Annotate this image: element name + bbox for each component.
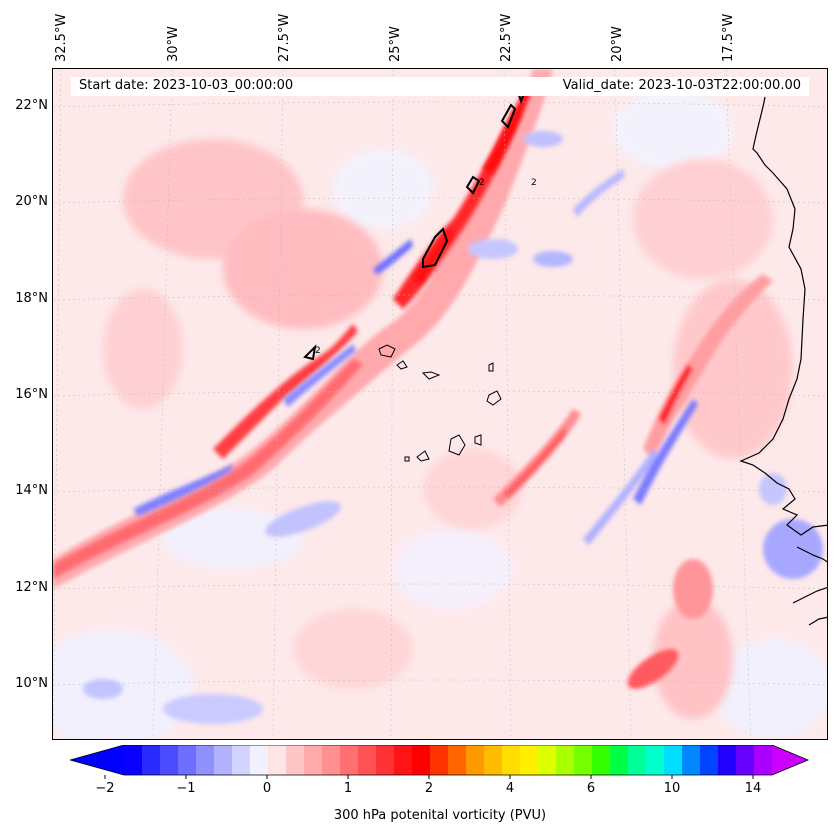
colorbar-cell [124, 745, 143, 775]
lat-label-12n: 12°N [15, 580, 48, 595]
lat-label-14n: 14°N [15, 483, 48, 498]
contour-label: 2 [315, 346, 321, 356]
colorbar-cell [484, 745, 503, 775]
colorbar-cell [196, 745, 215, 775]
colorbar-cell [664, 745, 683, 775]
colorbar-tick-label: −1 [176, 781, 196, 796]
colorbar-cell [142, 745, 161, 775]
colorbar-cell [322, 745, 341, 775]
colorbar-cell [286, 745, 305, 775]
colorbar-tick-label: 4 [505, 781, 515, 796]
colorbar-tick-label: 2 [424, 781, 434, 796]
colorbar-cell [160, 745, 179, 775]
pv-streamer-east [583, 274, 773, 545]
colorbar-cell [646, 745, 665, 775]
date-header: Start date: 2023-10-03_00:00:00 Valid_da… [71, 77, 809, 96]
pv-field: 2 2 2 [53, 69, 827, 739]
colorbar-under-arrow [70, 745, 124, 775]
colorbar-tick-label: 6 [586, 781, 596, 796]
contour-label: 2 [479, 178, 485, 188]
colorbar-cell [178, 745, 197, 775]
lon-label-22-5w: 22.5°W [499, 13, 514, 62]
pv-southeast-max [627, 559, 713, 689]
colorbar-cell [682, 745, 701, 775]
cape-verde-islands [378, 344, 502, 462]
colorbar-over-arrow [772, 745, 808, 775]
lon-label-20w: 20°W [610, 26, 625, 62]
colorbar-cell [376, 745, 395, 775]
colorbar-cell [358, 745, 377, 775]
colorbar-cell [700, 745, 719, 775]
graticule [53, 69, 827, 739]
colorbar-cell [502, 745, 521, 775]
lat-label-10n: 10°N [15, 676, 48, 691]
colorbar-cell [466, 745, 485, 775]
lon-label-25w: 25°W [388, 26, 403, 62]
colorbar-tick-label: 10 [663, 781, 681, 796]
colorbar-cell [250, 745, 269, 775]
colorbar-cell [340, 745, 359, 775]
valid-date-label: Valid_date: 2023-10-03T22:00:00.00 [562, 78, 801, 93]
lon-label-17-5w: 17.5°W [721, 13, 736, 62]
colorbar-cell [394, 745, 413, 775]
colorbar-cell [520, 745, 539, 775]
colorbar-tick-label: 14 [744, 781, 762, 796]
colorbar-cell [610, 745, 629, 775]
pv-streamer-mid [493, 409, 581, 507]
colorbar-cell [538, 745, 557, 775]
colorbar-cell [430, 745, 449, 775]
colorbar-cell [574, 745, 593, 775]
colorbar-cell [412, 745, 431, 775]
lon-label-27-5w: 27.5°W [277, 13, 292, 62]
colorbar-cell [556, 745, 575, 775]
contour-label: 2 [531, 178, 537, 188]
colorbar [70, 745, 810, 779]
colorbar-title: 300 hPa potenital vorticity (PVU) [333, 808, 547, 823]
lat-label-20n: 20°N [15, 194, 48, 209]
colorbar-cell [592, 745, 611, 775]
colorbar-cell [448, 745, 467, 775]
colorbar-cell [268, 745, 287, 775]
colorbar-tick-label: 1 [343, 781, 353, 796]
colorbar-cell [628, 745, 647, 775]
colorbar-cell [214, 745, 233, 775]
colorbar-cell [736, 745, 755, 775]
colorbar-cell [232, 745, 251, 775]
colorbar-tick-label: −2 [95, 781, 115, 796]
colorbar-tick-label: 0 [262, 781, 272, 796]
african-coastline [739, 96, 827, 626]
lat-label-22n: 22°N [15, 98, 48, 113]
map-panel: 2 2 2 Start date: 2023-10-03_00:00:00 Va… [52, 68, 828, 740]
near-zero-regions [53, 89, 827, 739]
colorbar-cell [304, 745, 323, 775]
weak-positive-pv [103, 139, 793, 719]
colorbar-cell [754, 745, 773, 775]
pv-negative-filaments [83, 131, 823, 724]
lat-label-16n: 16°N [15, 387, 48, 402]
lat-label-18n: 18°N [15, 291, 48, 306]
lon-label-32-5w: 32.5°W [54, 13, 69, 62]
lon-label-30w: 30°W [166, 26, 181, 62]
start-date-label: Start date: 2023-10-03_00:00:00 [79, 78, 294, 93]
colorbar-cell [718, 745, 737, 775]
pv-streamer-main [53, 69, 553, 589]
